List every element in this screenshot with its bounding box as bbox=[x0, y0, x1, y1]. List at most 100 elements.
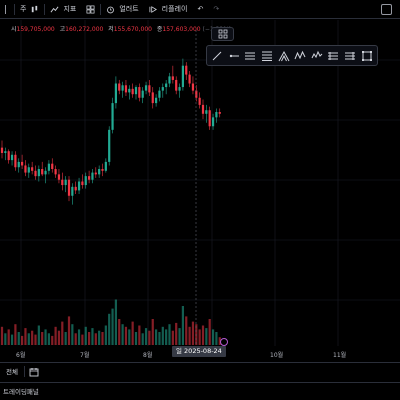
trading-panel-label: 트레이딩패널 bbox=[3, 388, 39, 396]
replay-button[interactable]: 리플레이 bbox=[144, 0, 193, 19]
indicators-button[interactable]: 지표 bbox=[45, 0, 81, 19]
candle-body bbox=[124, 85, 128, 93]
alert-button[interactable]: 얼러트 bbox=[101, 0, 143, 19]
candle-body bbox=[208, 110, 211, 127]
volume-bar bbox=[171, 330, 174, 345]
volume-bar bbox=[201, 325, 205, 345]
fullscreen-icon[interactable] bbox=[381, 4, 392, 15]
volume-bar bbox=[205, 328, 208, 345]
candle-body bbox=[104, 161, 107, 171]
grid-layout-icon bbox=[86, 5, 95, 13]
candle-body bbox=[21, 161, 24, 166]
candle-body bbox=[101, 169, 104, 171]
candle-series bbox=[0, 58, 221, 205]
interval-label: 주 bbox=[20, 5, 27, 13]
toolbar-divider bbox=[14, 3, 15, 15]
volume-bar bbox=[88, 332, 91, 345]
volume-bar bbox=[191, 321, 195, 345]
volume-bar bbox=[98, 330, 101, 345]
event-marker-icon[interactable] bbox=[220, 338, 228, 346]
candle-body bbox=[108, 129, 111, 162]
trend-line-icon[interactable] bbox=[211, 50, 223, 62]
pattern-icon[interactable] bbox=[294, 50, 306, 62]
layouts-button[interactable] bbox=[81, 0, 100, 19]
volume-bar bbox=[208, 319, 211, 345]
candle-body bbox=[54, 169, 57, 175]
x-axis-label: 11월 bbox=[333, 352, 347, 359]
candle-body bbox=[171, 76, 174, 80]
rectangle-icon[interactable] bbox=[361, 50, 373, 62]
elliott-wave-icon[interactable] bbox=[311, 50, 323, 62]
volume-bar bbox=[178, 328, 181, 345]
candle-body bbox=[0, 147, 4, 153]
candle-body bbox=[158, 90, 161, 98]
pitchfork-icon[interactable] bbox=[278, 50, 290, 62]
date-range-icon[interactable] bbox=[344, 50, 356, 62]
parallel-channel-icon[interactable] bbox=[244, 50, 256, 62]
drawing-toolbar-handle[interactable] bbox=[211, 27, 234, 41]
candle-body bbox=[141, 90, 144, 98]
toolbar-divider bbox=[100, 3, 102, 15]
volume-bar bbox=[77, 329, 81, 345]
volume-bar bbox=[51, 335, 54, 345]
candle-body bbox=[218, 112, 221, 114]
candle-body bbox=[111, 103, 114, 130]
volume-bar bbox=[134, 332, 138, 345]
volume-bar bbox=[21, 335, 24, 345]
x-axis-label: 8월 bbox=[143, 352, 153, 359]
volume-bar bbox=[198, 329, 201, 345]
toolbar-divider bbox=[44, 3, 46, 15]
range-all-button[interactable]: 전체 bbox=[6, 367, 18, 376]
close-value: 157,603,000 bbox=[162, 26, 201, 33]
volume-bar bbox=[188, 326, 191, 345]
candle-body bbox=[47, 163, 50, 171]
x-axis-label: 7월 bbox=[80, 352, 90, 359]
candle-body bbox=[138, 87, 141, 98]
low-value: 155,670,000 bbox=[113, 26, 152, 33]
volume-bar bbox=[41, 332, 44, 345]
candle-body bbox=[165, 83, 168, 88]
volume-bar bbox=[104, 325, 107, 345]
volume-bar bbox=[81, 334, 84, 345]
interval-button[interactable]: 주 bbox=[15, 0, 44, 19]
volume-bar bbox=[128, 329, 131, 345]
long-position-icon[interactable] bbox=[327, 50, 339, 62]
candle-body bbox=[67, 179, 71, 196]
volume-bar bbox=[121, 324, 124, 345]
replay-icon bbox=[149, 5, 157, 13]
redo-button[interactable]: ↷ bbox=[213, 5, 220, 13]
calendar-icon[interactable] bbox=[29, 367, 39, 377]
volume-bar bbox=[61, 321, 64, 345]
volume-bar bbox=[215, 332, 218, 345]
candle-body bbox=[201, 104, 205, 114]
volume-bar bbox=[57, 330, 61, 345]
candle-body bbox=[27, 167, 30, 173]
volume-bar bbox=[31, 330, 34, 345]
undo-button[interactable]: ↶ bbox=[197, 5, 204, 13]
candle-body bbox=[7, 151, 10, 161]
volume-bar bbox=[148, 330, 151, 345]
trading-panel-bar[interactable]: 트레이딩패널 bbox=[0, 382, 400, 400]
close-label: 종 bbox=[156, 26, 163, 33]
symbol-button[interactable] bbox=[0, 0, 14, 19]
volume-bar bbox=[108, 313, 111, 345]
candle-body bbox=[94, 172, 97, 175]
candle-body bbox=[84, 176, 87, 186]
candle-body bbox=[88, 176, 91, 180]
volume-bar bbox=[71, 324, 74, 345]
candle-body bbox=[188, 74, 191, 84]
horizontal-ray-icon[interactable] bbox=[228, 50, 240, 62]
volume-bar bbox=[168, 324, 171, 345]
fib-retracement-icon[interactable] bbox=[261, 50, 273, 62]
candle-body bbox=[215, 112, 218, 118]
volume-bar bbox=[0, 326, 4, 345]
volume-bar bbox=[47, 333, 50, 345]
ohlc-legend: 시159,705,000 고160,272,000 저155,670,000 종… bbox=[8, 24, 231, 33]
candle-body bbox=[211, 117, 215, 127]
candle-body bbox=[10, 154, 14, 161]
high-value: 160,272,000 bbox=[65, 26, 104, 33]
candle-body bbox=[77, 181, 81, 191]
volume-bar bbox=[67, 316, 71, 345]
volume-bar bbox=[141, 333, 144, 345]
